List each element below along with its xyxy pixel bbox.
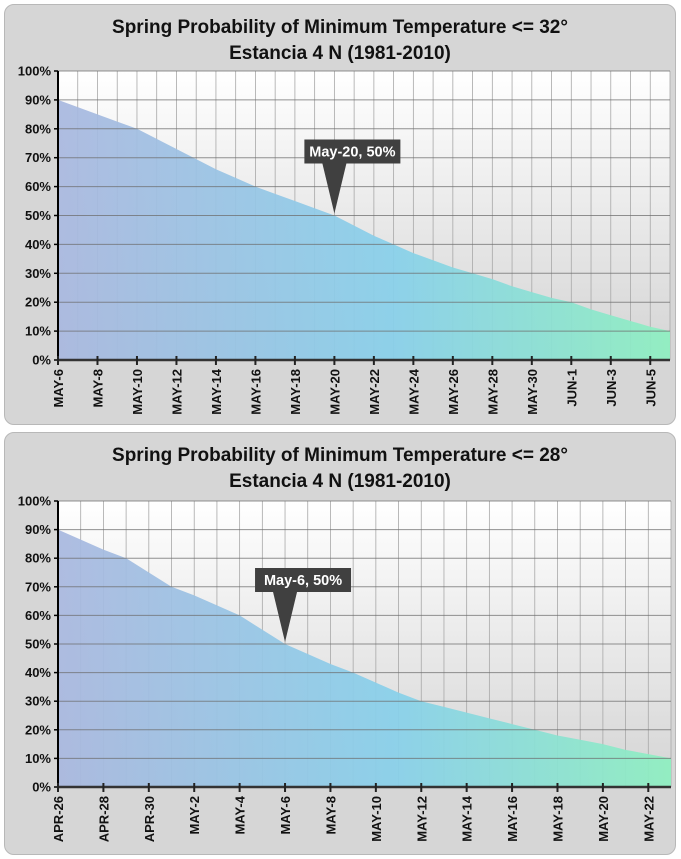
y-tick-label: 90% (25, 522, 51, 537)
probability-area (58, 529, 671, 787)
x-tick-label: MAY-26 (446, 369, 461, 415)
chart-28-svg: 0% 10% 20% 30% 40% 50% 60% 70% 80% 90% 100% APR-26 A… (18, 494, 672, 842)
callout-box (255, 568, 352, 592)
x-tick-label: MAY-22 (641, 796, 656, 842)
x-tick-label: MAY-18 (550, 796, 565, 842)
x-tick-label: MAY-10 (369, 796, 384, 842)
y-tick-label: 50% (25, 208, 51, 223)
callout-pointer (322, 163, 347, 214)
x-tick-label: MAY-10 (130, 369, 145, 415)
x-tick-label: MAY-6 (51, 369, 66, 408)
x-tick-label: MAY-2 (187, 796, 202, 835)
x-tick-label: MAY-8 (90, 369, 105, 408)
x-tick-label: MAY-12 (414, 796, 429, 842)
x-tick-label: APR-30 (142, 796, 157, 842)
y-tick-label: 20% (25, 722, 51, 737)
x-tick-label: MAY-16 (505, 796, 520, 842)
x-tick-label: MAY-8 (323, 796, 338, 835)
x-tick-label: JUN-3 (604, 369, 619, 407)
y-tick-label: 100% (18, 64, 52, 79)
x-tick-label: MAY-20 (327, 369, 342, 415)
y-tick-label: 40% (25, 237, 51, 252)
x-tick-label: MAY-14 (209, 368, 224, 415)
chart-subtitle: Estancia 4 N (1981-2010) (229, 471, 451, 492)
y-tick-label: 90% (25, 92, 51, 107)
x-tick-label: MAY-14 (460, 795, 475, 842)
x-tick-label: MAY-24 (406, 368, 421, 415)
chart-title: Spring Probability of Minimum Temperatur… (112, 445, 568, 466)
x-tick-label: MAY-20 (596, 796, 611, 842)
y-tick-label: 0% (32, 353, 51, 368)
y-tick-label: 50% (25, 637, 51, 652)
callout-box (304, 139, 401, 164)
chart-panel-32: Spring Probability of Minimum Temperatur… (4, 4, 676, 425)
x-tick-label: MAY-22 (367, 369, 382, 415)
x-tick-label: MAY-16 (248, 369, 263, 415)
chart-title: Spring Probability of Minimum Temperatur… (112, 17, 568, 38)
callout-pointer (273, 592, 298, 642)
y-tick-label: 0% (32, 780, 51, 795)
callout-label: May-6, 50% (264, 573, 342, 589)
y-tick-label: 20% (25, 295, 51, 310)
y-tick-label: 60% (25, 179, 51, 194)
chart-title-block: Spring Probability of Minimum Temperatur… (5, 15, 675, 67)
y-tick-label: 100% (18, 494, 52, 509)
x-tick-label: JUN-5 (643, 369, 658, 407)
x-tick-label: JUN-1 (564, 369, 579, 407)
y-tick-label: 40% (25, 665, 51, 680)
probability-area (58, 99, 670, 361)
chart-32-svg: 0% 10% 20% 30% 40% 50% 60% 70% 80% 90% 100% MAY-6 MA… (18, 64, 671, 415)
y-tick-label: 70% (25, 579, 51, 594)
y-tick-label: 60% (25, 608, 51, 623)
y-tick-label: 30% (25, 266, 51, 281)
x-tick-label: MAY-28 (485, 369, 500, 415)
y-tick-label: 80% (25, 551, 51, 566)
y-tick-label: 80% (25, 121, 51, 136)
x-tick-label: MAY-30 (525, 369, 540, 415)
x-tick-label: MAY-6 (278, 796, 293, 835)
chart-subtitle: Estancia 4 N (1981-2010) (229, 43, 451, 64)
y-tick-label: 10% (25, 324, 51, 339)
x-tick-label: MAY-12 (169, 369, 184, 415)
y-tick-label: 10% (25, 751, 51, 766)
x-tick-label: APR-26 (51, 796, 66, 842)
chart-panel-28: Spring Probability of Minimum Temperatur… (4, 432, 676, 855)
chart-title-block: Spring Probability of Minimum Temperatur… (5, 443, 675, 495)
y-tick-label: 30% (25, 694, 51, 709)
x-tick-label: APR-28 (96, 796, 111, 842)
x-tick-label: MAY-4 (233, 795, 248, 834)
callout-label: May-20, 50% (309, 145, 395, 161)
y-tick-label: 70% (25, 150, 51, 165)
x-tick-label: MAY-18 (288, 369, 303, 415)
